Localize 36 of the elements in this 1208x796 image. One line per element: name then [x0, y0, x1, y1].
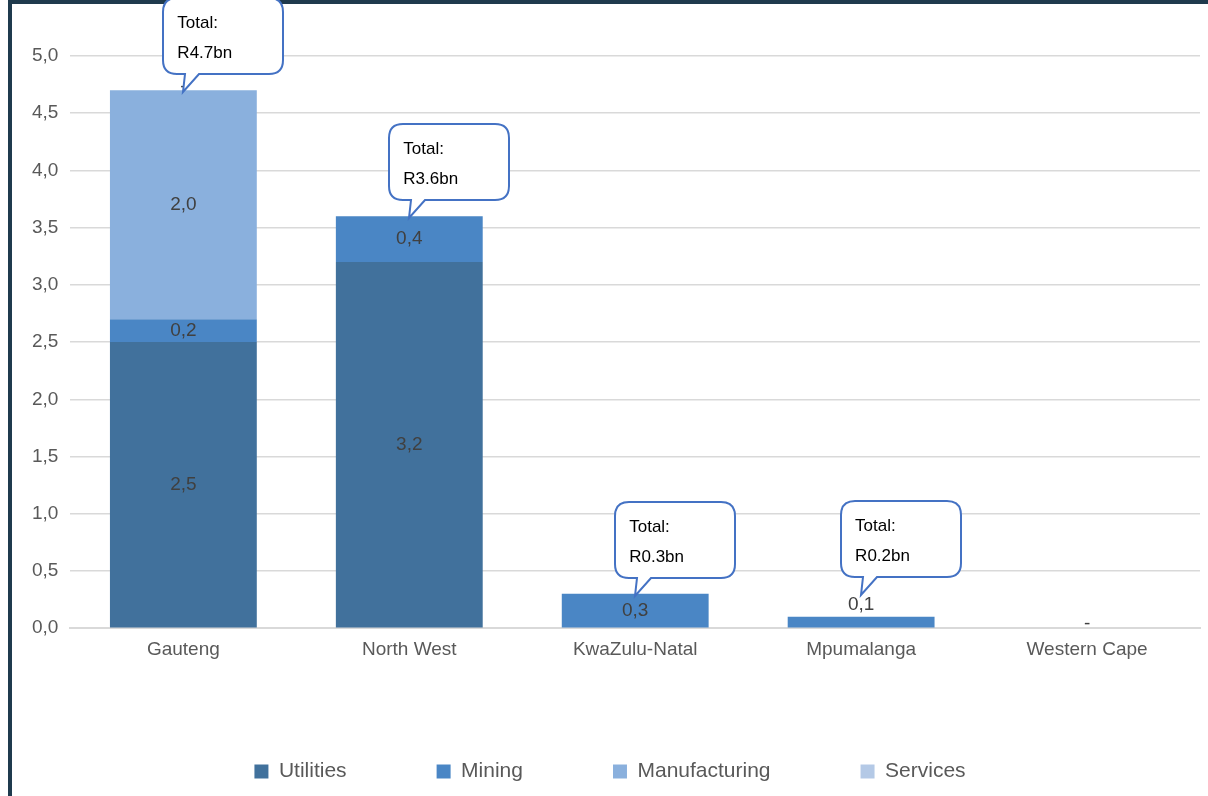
total-label: Total: R0.3bn: [629, 515, 686, 568]
data-label: 2,5: [170, 473, 197, 495]
y-tick-label: 2,0: [31, 387, 59, 409]
y-tick-label: 0,0: [31, 616, 59, 638]
y-tick-label: 3,5: [31, 215, 59, 237]
total-label: Total: R0.2bn: [855, 514, 911, 567]
legend-label: Services: [885, 758, 966, 782]
x-tick-label: Western Cape: [1026, 637, 1148, 659]
total-label: Total: R4.7bn: [177, 12, 234, 65]
bar: [787, 616, 935, 628]
y-tick-label: 4,5: [31, 101, 59, 123]
y-tick-label: 5,0: [31, 44, 59, 66]
total-label: Total: R3.6bn: [403, 138, 460, 191]
y-tick-label: 1,0: [31, 501, 59, 523]
data-label: 3,2: [396, 432, 423, 454]
y-tick-label: 0,5: [31, 559, 59, 581]
x-tick-label: North West: [361, 637, 458, 659]
bar: [109, 342, 257, 628]
data-label: 2,0: [170, 193, 197, 215]
legend-label: Utilities: [278, 758, 347, 782]
x-tick-label: KwaZulu-Natal: [572, 637, 698, 659]
y-tick-label: 2,5: [31, 330, 59, 352]
bar: [109, 319, 257, 343]
bar: [335, 261, 483, 628]
legend-label: Mining: [461, 758, 523, 782]
legend-label: Manufacturing: [637, 758, 771, 782]
data-label: 0,4: [396, 227, 423, 249]
data-label: 0,3: [622, 598, 649, 620]
y-tick-label: 3,0: [31, 273, 59, 295]
y-tick-label: 1,5: [31, 444, 59, 466]
data-label: 0,2: [170, 318, 197, 340]
x-tick-label: Gauteng: [146, 637, 220, 659]
data-label: -: [1083, 612, 1091, 634]
x-tick-label: Mpumalanga: [806, 637, 917, 659]
data-label: 0,1: [847, 592, 875, 614]
y-tick-label: 4,0: [31, 158, 59, 180]
